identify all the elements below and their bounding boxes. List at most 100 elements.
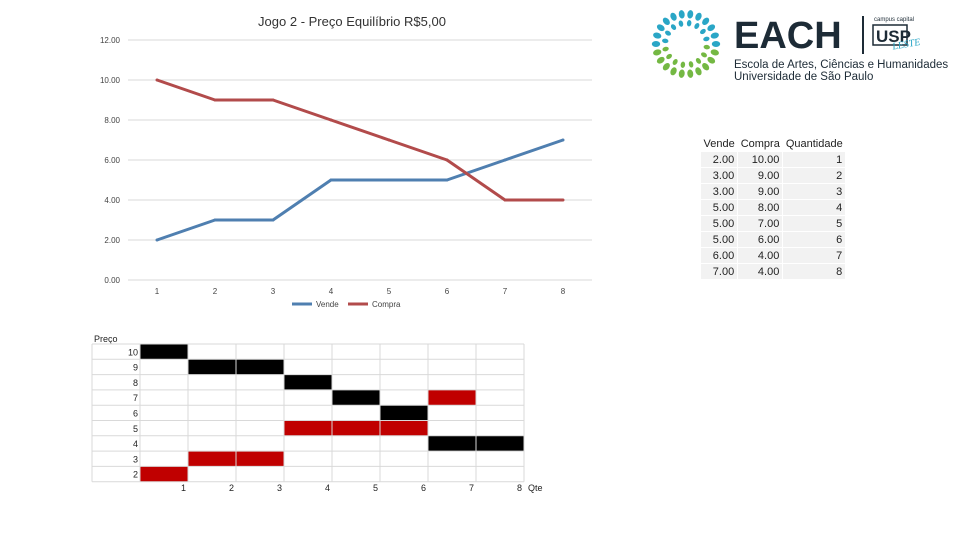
- logo-dot: [687, 69, 694, 78]
- legend-label: Vende: [316, 300, 339, 309]
- logo-dot: [686, 20, 692, 27]
- sell-cell: [380, 405, 428, 421]
- table-cell: 2.00: [699, 151, 739, 168]
- logo-dot: [700, 28, 706, 35]
- logo-dot: [694, 23, 700, 29]
- logo-dot: [662, 38, 669, 44]
- buy-cell: [332, 420, 380, 436]
- table-row: 5.00 7.00 5: [699, 215, 847, 232]
- logo-dot: [707, 24, 716, 32]
- logo-dot: [701, 52, 707, 58]
- buy-cell: [284, 420, 332, 436]
- x-tick-label: 3: [271, 287, 276, 296]
- data-point-compra: [387, 138, 391, 142]
- x-tick-label: 6: [445, 287, 450, 296]
- grid-y-tick: 8: [133, 378, 138, 388]
- table-cell: 4.00: [737, 247, 784, 264]
- grid-y-tick: 6: [133, 409, 138, 419]
- grid-y-tick: 10: [128, 347, 138, 357]
- data-point-compra: [503, 198, 507, 202]
- table-body: 2.00 10.00 1 3.00 9.00 2 3.00 9.00 3 5.00 8.00 4 5.0…: [699, 151, 847, 280]
- y-tick-label: 10.00: [100, 76, 121, 85]
- table-cell: 3.00: [699, 183, 739, 200]
- logo-dot: [711, 41, 721, 47]
- data-point-vende: [503, 158, 507, 162]
- data-point-vende: [213, 218, 217, 222]
- x-tick-label: 1: [155, 287, 160, 296]
- sell-cell: [140, 344, 188, 360]
- x-tick-label: 2: [213, 287, 218, 296]
- logo-dot: [703, 44, 710, 50]
- logo-dot: [695, 12, 702, 21]
- logo-dot: [695, 58, 702, 64]
- grid-x-ticks: 1 2 3 4 5 6 7 8: [181, 483, 522, 493]
- table-row: 7.00 4.00 8: [699, 263, 847, 280]
- logo-name: EACH: [734, 15, 842, 57]
- logo-dot: [662, 17, 670, 26]
- chart-gridlines: [128, 39, 592, 281]
- data-point-vende: [561, 138, 565, 142]
- logo-dot: [651, 41, 661, 47]
- logo-dot: [707, 56, 716, 64]
- logo-dot: [653, 49, 662, 56]
- y-tick-label: 4.00: [104, 196, 120, 205]
- logo-dot: [653, 32, 662, 39]
- grid-ylabel: Preço: [94, 334, 118, 344]
- logo-dot: [702, 17, 710, 26]
- each-usp-logo: EACH campus capital USP LESTE Escola de …: [648, 4, 958, 86]
- table-header-cell: Quantidade: [785, 137, 843, 150]
- y-tick-label: 12.00: [100, 36, 121, 45]
- buy-cell: [428, 389, 476, 406]
- chart-title: Jogo 2 - Preço Equilíbrio R$5,00: [258, 14, 446, 29]
- logo-divider: [862, 16, 864, 54]
- table-cell: 4.00: [737, 263, 784, 280]
- grid-y-tick: 2: [133, 470, 138, 480]
- data-point-compra: [271, 98, 275, 102]
- table-cell: 6.00: [699, 247, 739, 264]
- logo-line2: Universidade de São Paulo: [734, 71, 873, 83]
- buy-cell: [380, 420, 428, 436]
- table-cell: 5.00: [699, 215, 739, 232]
- table-cell: 6: [782, 231, 847, 248]
- grid-xlabel: Qte: [528, 483, 543, 493]
- logo-dot: [662, 46, 669, 52]
- y-tick-label: 2.00: [104, 236, 120, 245]
- table-cell: 4: [782, 199, 847, 216]
- each-logo-mark: [651, 10, 721, 78]
- table-cell: 7.00: [737, 215, 784, 232]
- sell-cell: [284, 374, 332, 390]
- data-point-vende: [271, 218, 275, 222]
- x-tick-label: 5: [387, 287, 392, 296]
- table-cell: 3: [782, 183, 847, 200]
- sell-cell: [428, 435, 476, 452]
- grid-y-tick: 4: [133, 439, 138, 449]
- legend-label: Compra: [372, 300, 401, 309]
- data-point-vende: [387, 178, 391, 182]
- table-cell: 8.00: [737, 199, 784, 216]
- logo-dot: [656, 56, 665, 64]
- data-point-compra: [445, 158, 449, 162]
- table-cell: 1: [782, 151, 847, 168]
- usp-badge-box: [872, 24, 908, 46]
- y-tick-label: 0.00: [104, 276, 120, 285]
- logo-dot: [678, 10, 685, 19]
- grid-y-tick: 5: [133, 424, 138, 434]
- logo-dot: [678, 69, 685, 78]
- chart-series: [155, 78, 565, 242]
- logo-dot: [678, 20, 684, 27]
- data-point-compra: [329, 118, 333, 122]
- logo-badge-script: LESTE: [890, 37, 921, 53]
- table-row: 5.00 6.00 6: [699, 231, 847, 248]
- logo-dot: [710, 49, 719, 56]
- logo-dot: [670, 24, 677, 30]
- table-cell: 5: [782, 215, 847, 232]
- logo-dot: [702, 62, 710, 71]
- logo-dot: [680, 61, 686, 68]
- grid-cells: [140, 344, 524, 482]
- table-row: 5.00 8.00 4: [699, 199, 847, 216]
- logo-dot: [710, 32, 719, 39]
- logo-dot: [656, 24, 665, 32]
- grid-y-tick: 7: [133, 393, 138, 403]
- logo-dot: [695, 67, 702, 76]
- table-header-cell: Compra: [740, 137, 780, 150]
